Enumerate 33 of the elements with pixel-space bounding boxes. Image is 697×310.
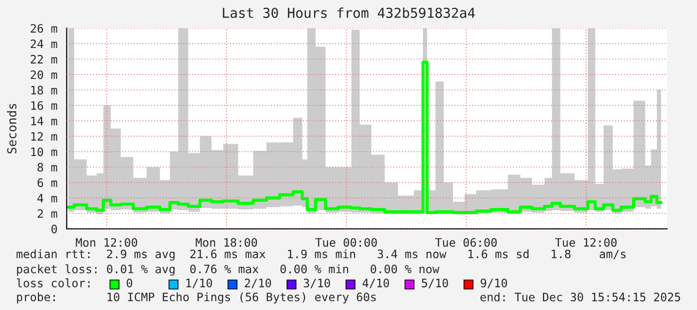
y-tick-label: 22 m (30, 54, 58, 64)
y-tick-label: 18 m (31, 86, 58, 94)
text: 0 (126, 278, 132, 288)
x-tick-label: Mon 12:00 (76, 238, 138, 247)
y-tick-label: 12 m (31, 132, 58, 141)
text: 3/10 (304, 278, 330, 288)
text: 5/10 (422, 278, 448, 288)
y-tick-label: 14 m (31, 116, 58, 126)
y-axis-title: Seconds (6, 104, 16, 154)
y-tick-label: 4 m (37, 194, 58, 202)
text: 4/10 (362, 278, 390, 288)
y-tick-label: 20 m (30, 70, 58, 80)
text: 1/10 (186, 278, 212, 288)
x-tick-label: Tue 12:00 (555, 238, 617, 247)
x-tick-label: Mon 18:00 (196, 238, 258, 247)
y-tick-label: 10 m (31, 147, 58, 156)
y-tick-label: 24 m (30, 39, 58, 48)
x-tick-label: Tue 00:00 (315, 238, 377, 247)
y-tick-label: 8 m (38, 162, 58, 172)
text: 9/10 (480, 278, 508, 288)
text: 2/10 (244, 278, 272, 288)
y-tick-label: 26 m (30, 24, 58, 33)
text: probe: 10 ICMP Echo Pings (56 Bytes) every 60s (17, 292, 376, 304)
text: end: Tue Dec 30 15:54:15 2025 (480, 292, 680, 302)
y-tick-label: 6 m (38, 178, 58, 188)
y-tick-label: 16 m (31, 101, 58, 110)
chart-title: Last 30 Hours from 432b591832a4 (222, 7, 475, 18)
y-tick-label: 2 m (38, 209, 58, 218)
text: median rtt: 2.9 ms avg 21.6 ms max 1.9 ms min 3.4 ms now 1.6 ms sd 1.8 am/s (16, 249, 626, 261)
text: loss color: (16, 278, 90, 288)
y-tick-label: 0 (51, 224, 57, 234)
x-tick-label: Tue 06:00 (435, 238, 497, 247)
text: packet loss: 0.01 % avg 0.76 % max 0.00 % min 0.00 % now (17, 264, 440, 276)
